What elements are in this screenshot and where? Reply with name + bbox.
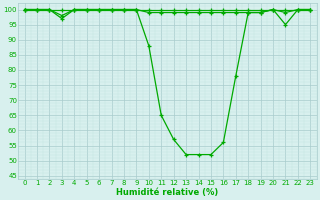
X-axis label: Humidité relative (%): Humidité relative (%) — [116, 188, 219, 197]
